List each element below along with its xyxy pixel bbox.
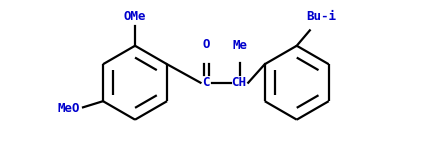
Text: MeO: MeO xyxy=(57,102,80,115)
Text: C: C xyxy=(202,76,210,89)
Text: OMe: OMe xyxy=(124,10,146,23)
Text: O: O xyxy=(202,38,210,51)
Text: Me: Me xyxy=(232,39,247,52)
Text: Bu-i: Bu-i xyxy=(306,10,336,23)
Text: CH: CH xyxy=(232,76,246,89)
